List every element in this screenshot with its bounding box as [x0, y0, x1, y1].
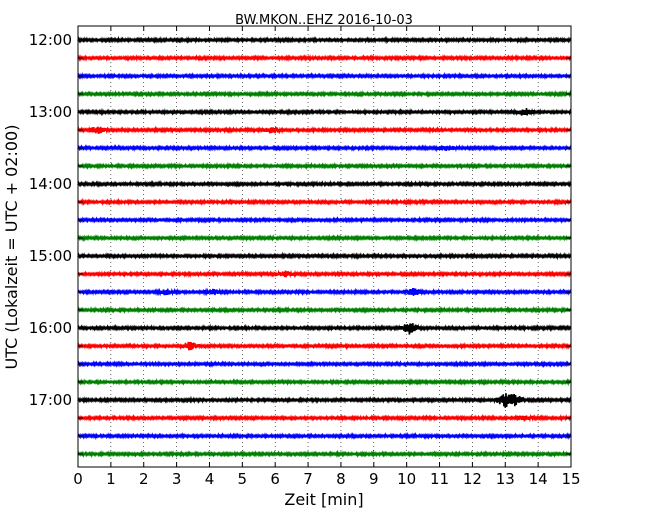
trace-1330 — [77, 144, 572, 153]
trace-1445 — [77, 233, 572, 243]
trace-1600 — [77, 323, 572, 335]
trace-1715 — [77, 413, 572, 423]
x-tick-label: 6 — [270, 470, 280, 488]
trace-1730 — [77, 431, 572, 441]
y-axis-label: UTC (Lokalzeit = UTC + 02:00) — [2, 125, 21, 370]
y-tick-label: 12:00 — [29, 31, 72, 49]
x-tick-label: 8 — [336, 470, 346, 488]
vertical-grid — [110, 26, 539, 467]
y-tick-label: 14:00 — [29, 175, 72, 193]
x-tick-label: 9 — [369, 470, 379, 488]
x-tick-label: 2 — [139, 470, 149, 488]
x-tick-label: 4 — [205, 470, 215, 488]
x-axis-ticks: 0 1 2 3 4 5 6 7 8 9 10 11 12 13 14 15 — [73, 26, 581, 488]
trace-1245 — [77, 89, 572, 99]
y-tick-label: 17:00 — [29, 391, 72, 409]
x-tick-label: 1 — [106, 470, 116, 488]
trace-1415 — [77, 197, 572, 207]
trace-1400 — [77, 179, 572, 189]
chart-title: BW.MKON..EHZ 2016-10-03 — [235, 13, 413, 28]
x-tick-label: 15 — [561, 470, 580, 488]
trace-1500 — [77, 251, 572, 261]
x-tick-label: 3 — [172, 470, 182, 488]
x-tick-label: 5 — [238, 470, 248, 488]
y-tick-label: 13:00 — [29, 103, 72, 121]
trace-1615 — [77, 341, 572, 351]
trace-1545 — [77, 305, 572, 315]
trace-1300 — [77, 107, 572, 117]
trace-1515 — [77, 269, 572, 279]
x-tick-label: 14 — [529, 470, 548, 488]
trace-1630 — [77, 360, 572, 369]
trace-1430 — [77, 215, 572, 225]
trace-1645 — [77, 377, 572, 387]
seismogram-traces — [77, 35, 572, 459]
x-axis-label: Zeit [min] — [284, 490, 363, 509]
trace-1215 — [77, 53, 572, 63]
x-tick-label: 7 — [303, 470, 313, 488]
y-axis-ticks: 12:00 13:00 14:00 15:00 16:00 17:00 — [29, 31, 571, 455]
trace-1745 — [77, 449, 572, 459]
trace-1200 — [77, 35, 572, 45]
trace-1315 — [77, 125, 572, 135]
trace-1230 — [77, 71, 572, 81]
plot-frame — [77, 25, 572, 468]
x-tick-label: 10 — [397, 470, 416, 488]
x-tick-label: 0 — [73, 470, 83, 488]
y-tick-label: 16:00 — [29, 319, 72, 337]
trace-1530 — [77, 287, 572, 297]
x-tick-label: 11 — [430, 470, 449, 488]
trace-1345 — [77, 161, 572, 171]
y-tick-label: 15:00 — [29, 247, 72, 265]
x-tick-label: 12 — [463, 470, 482, 488]
x-tick-label: 13 — [496, 470, 515, 488]
trace-1700 — [77, 393, 572, 408]
